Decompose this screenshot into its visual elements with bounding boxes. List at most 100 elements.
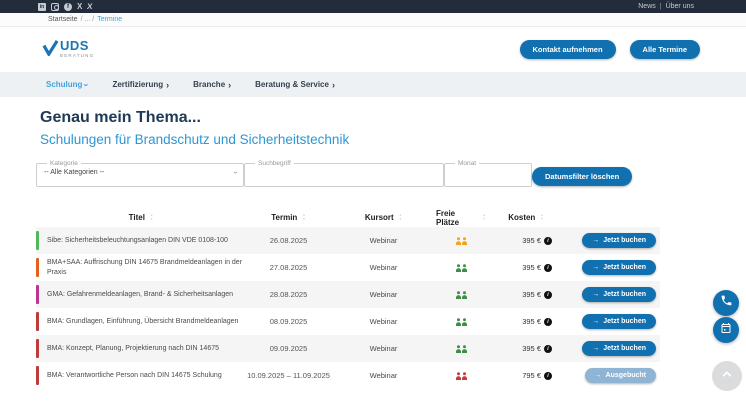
- news-link[interactable]: News: [638, 3, 656, 10]
- book-button-label: Jetzt buchen: [603, 291, 646, 298]
- page-subtitle: Schulungen für Brandschutz und Sicherhei…: [40, 132, 350, 147]
- calendar-icon: [720, 321, 732, 339]
- nav-item-zertifizierung[interactable]: Zertifizierung ›: [112, 80, 169, 89]
- x-icon[interactable]: X: [77, 1, 83, 11]
- search-input[interactable]: [252, 172, 436, 185]
- course-action-cell: → Jetzt buchen: [566, 260, 660, 275]
- site-header: UDS BERATUNG Kontakt aufnehmen Alle Term…: [0, 27, 746, 72]
- book-button[interactable]: → Jetzt buchen: [582, 314, 656, 329]
- vds-logo[interactable]: UDS BERATUNG: [42, 37, 94, 61]
- course-action-cell: → Jetzt buchen: [566, 287, 660, 302]
- info-icon[interactable]: i: [544, 344, 552, 353]
- course-action-cell: → Ausgebucht: [566, 368, 660, 383]
- chevron-down-icon: ›: [81, 83, 92, 86]
- contact-button[interactable]: Kontakt aufnehmen: [519, 40, 616, 59]
- course-date: 08.09.2025: [269, 317, 308, 326]
- about-link[interactable]: Über uns: [665, 3, 694, 10]
- header-buttons: Kontakt aufnehmen Alle Termine: [519, 40, 700, 59]
- table-row: BMA: Grundlagen, Einführung, Übersicht B…: [36, 308, 660, 335]
- course-location: Webinar: [369, 290, 398, 299]
- xing-icon[interactable]: X: [86, 1, 94, 11]
- course-title: BMA: Konzept, Planung, Projektierung nac…: [47, 344, 219, 352]
- free-seats-cell: [436, 344, 486, 353]
- book-button[interactable]: → Jetzt buchen: [582, 287, 656, 302]
- top-utility-bar: in f X X News | Über uns: [0, 0, 746, 13]
- course-date: 09.09.2025: [269, 344, 308, 353]
- book-button-label: Jetzt buchen: [603, 264, 646, 271]
- book-button[interactable]: → Ausgebucht: [584, 368, 656, 383]
- table-row: BMA: Verantwortliche Person nach DIN 146…: [36, 362, 660, 389]
- info-icon[interactable]: i: [544, 263, 552, 272]
- course-price-cell: 395 € i: [486, 236, 566, 245]
- people-icon: [455, 371, 468, 380]
- sort-icon: ▲ ▼: [540, 213, 544, 221]
- phone-icon: [720, 294, 733, 312]
- chevron-right-icon: ›: [228, 79, 232, 90]
- course-price-cell: 395 € i: [486, 344, 566, 353]
- column-header-kursort[interactable]: Kursort ▲ ▼: [364, 213, 403, 222]
- month-input[interactable]: [452, 172, 524, 185]
- breadcrumb-current[interactable]: Termine: [97, 16, 123, 23]
- free-seats-cell: [436, 290, 486, 299]
- social-links: in f X X: [38, 1, 94, 11]
- course-price: 795 €: [522, 371, 541, 380]
- breadcrumb-home[interactable]: Startseite: [48, 16, 78, 23]
- table-header: Titel ▲ ▼ Termin ▲ ▼ Kursort ▲ ▼ Freie Plät…: [36, 208, 660, 227]
- course-date: 26.08.2025: [269, 236, 308, 245]
- table-body: Sibe: Sicherheitsbeleuchtungsanlagen DIN…: [36, 227, 660, 389]
- nav-item-schulung[interactable]: Schulung ›: [46, 80, 92, 89]
- phone-button[interactable]: [713, 290, 739, 316]
- category-select[interactable]: -- Alle Kategorien -- ›: [44, 167, 238, 178]
- course-price-cell: 795 € i: [486, 371, 566, 380]
- course-price: 395 €: [522, 344, 541, 353]
- chevron-right-icon: ›: [331, 79, 335, 90]
- filter-bar: Kategorie -- Alle Kategorien -- › Suchbe…: [36, 160, 746, 187]
- course-action-cell: → Jetzt buchen: [566, 341, 660, 356]
- category-label: Kategorie: [50, 160, 78, 167]
- arrow-right-icon: →: [592, 264, 600, 271]
- book-button[interactable]: → Jetzt buchen: [582, 341, 656, 356]
- nav-item-branche[interactable]: Branche ›: [193, 80, 231, 89]
- category-stripe: [36, 231, 39, 250]
- book-button[interactable]: → Jetzt buchen: [582, 233, 656, 248]
- column-header-titel[interactable]: Titel ▲ ▼: [128, 213, 154, 222]
- category-stripe: [36, 258, 39, 277]
- breadcrumb-ellipsis[interactable]: / ... /: [80, 16, 95, 23]
- sort-icon: ▲ ▼: [398, 213, 403, 221]
- calendar-button[interactable]: [713, 317, 739, 343]
- scroll-top-button[interactable]: [712, 361, 742, 391]
- arrow-right-icon: →: [592, 237, 600, 244]
- arrow-right-icon: →: [594, 372, 602, 379]
- info-icon[interactable]: i: [544, 317, 552, 326]
- info-icon[interactable]: i: [544, 290, 552, 299]
- search-filter: Suchbegriff: [244, 160, 444, 187]
- people-icon: [455, 344, 468, 353]
- nav-label: Zertifizierung: [112, 80, 164, 89]
- nav-label: Beratung & Service: [255, 80, 329, 89]
- column-header-termin[interactable]: Termin ▲ ▼: [271, 213, 306, 222]
- book-button-label: Ausgebucht: [605, 372, 646, 379]
- linkedin-icon[interactable]: in: [38, 2, 46, 11]
- facebook-icon[interactable]: f: [64, 2, 72, 11]
- category-filter: Kategorie -- Alle Kategorien -- ›: [36, 160, 244, 187]
- book-button[interactable]: → Jetzt buchen: [582, 260, 656, 275]
- nav-label: Branche: [193, 80, 226, 89]
- main-nav: Schulung › Zertifizierung › Branche › Be…: [0, 72, 746, 97]
- column-header-freie-plaetze[interactable]: Freie Plätze ▲ ▼: [436, 208, 486, 227]
- course-title: Sibe: Sicherheitsbeleuchtungsanlagen DIN…: [47, 236, 228, 244]
- info-icon[interactable]: i: [544, 371, 552, 380]
- course-date: 28.08.2025: [269, 290, 308, 299]
- instagram-icon[interactable]: [51, 2, 59, 11]
- table-row: BMA+SAA: Auffrischung DIN 14675 Brandmel…: [36, 254, 660, 281]
- table-row: BMA: Konzept, Planung, Projektierung nac…: [36, 335, 660, 362]
- course-price: 395 €: [522, 263, 541, 272]
- chevron-down-icon: ›: [231, 171, 239, 174]
- column-header-kosten[interactable]: Kosten ▲ ▼: [508, 213, 544, 222]
- logo-text: UDS: [60, 37, 89, 53]
- info-icon[interactable]: i: [544, 236, 552, 245]
- all-dates-button[interactable]: Alle Termine: [629, 40, 700, 59]
- clear-date-filter-button[interactable]: Datumsfilter löschen: [532, 167, 633, 186]
- category-stripe: [36, 339, 39, 358]
- nav-item-beratung-service[interactable]: Beratung & Service ›: [255, 80, 335, 89]
- people-icon: [455, 290, 468, 299]
